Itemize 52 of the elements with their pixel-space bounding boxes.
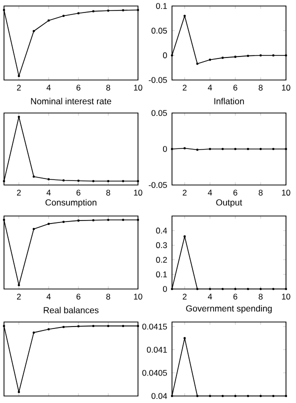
x-tick-label: 8	[258, 190, 263, 196]
x-tick-label: 6	[233, 294, 238, 300]
x-tick-label: 2	[182, 84, 187, 90]
x-tick-label: 8	[106, 294, 110, 300]
y-tick-label: 0	[163, 286, 167, 292]
y-tick-label: 0.041	[146, 346, 167, 353]
chart-title: Consumption	[46, 199, 96, 208]
chart-title: Nominal interest rate	[31, 98, 112, 104]
y-tick-label: 0.1	[156, 3, 167, 9]
y-tick-label: 0.2	[156, 256, 167, 263]
x-tick-label: 8	[258, 294, 263, 300]
x-tick-label: 6	[76, 84, 80, 91]
x-tick-label: 2	[182, 190, 187, 196]
y-tick-label: 0.0415	[142, 324, 167, 330]
y-tick-label: 0.0405	[142, 370, 167, 376]
x-tick-label: 10	[282, 294, 290, 300]
chart-title: Real balances	[44, 306, 99, 314]
y-tick-label: 0	[163, 146, 167, 152]
chart-title: Inflation	[214, 98, 244, 104]
x-tick-label: 2	[182, 294, 187, 300]
y-tick-label: -0.05	[148, 77, 167, 83]
x-tick-label: 6	[76, 294, 80, 300]
x-tick-label: 4	[46, 294, 51, 300]
x-tick-label: 10	[134, 294, 142, 300]
x-tick-label: 2	[17, 294, 21, 300]
y-tick-label: 0.05	[152, 110, 167, 116]
chart-title: Government spending	[186, 305, 272, 314]
x-tick-label: 4	[208, 190, 212, 196]
x-tick-label: 4	[208, 294, 212, 300]
x-tick-label: 8	[258, 84, 263, 91]
x-tick-label: 6	[233, 190, 238, 196]
y-tick-label: 0.04	[152, 393, 168, 399]
y-tick-label: 0.3	[156, 242, 167, 248]
x-tick-label: 10	[134, 190, 142, 196]
y-tick-label: 0.1	[156, 271, 167, 278]
x-tick-label: 8	[106, 84, 110, 91]
x-tick-label: 2	[17, 84, 21, 90]
x-tick-label: 10	[282, 84, 290, 91]
x-tick-label: 4	[46, 190, 51, 196]
x-tick-label: 2	[17, 190, 21, 196]
x-tick-label: 6	[233, 84, 238, 91]
x-tick-label: 10	[282, 190, 290, 196]
y-tick-label: 0.4	[156, 228, 168, 234]
y-tick-label: 0	[163, 52, 167, 58]
x-tick-label: 4	[46, 84, 51, 90]
x-tick-label: 8	[106, 190, 110, 196]
y-tick-label: -0.05	[148, 182, 167, 188]
x-tick-label: 6	[76, 190, 80, 196]
y-tick-label: 0.05	[152, 28, 167, 34]
x-tick-label: 4	[208, 84, 212, 90]
chart-title: Output	[216, 199, 242, 208]
x-tick-label: 10	[134, 84, 142, 91]
